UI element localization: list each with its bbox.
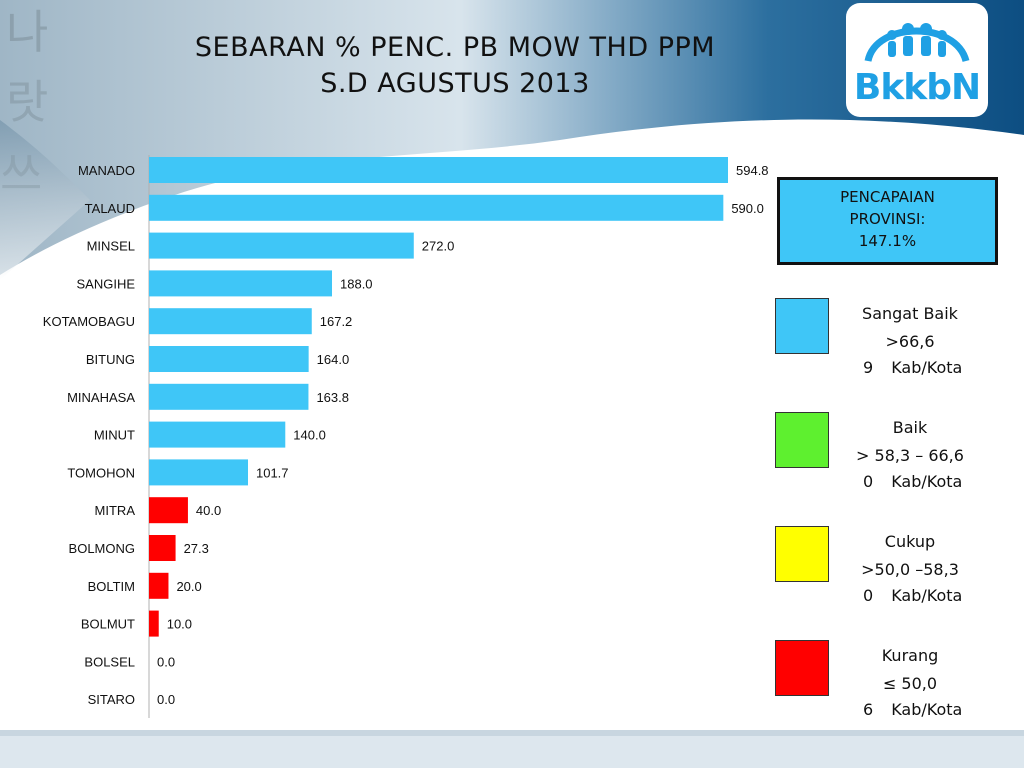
value-label: 101.7 bbox=[256, 465, 289, 480]
legend-item-sangat-baik: Sangat Baik >66,6 9 Kab/Kota bbox=[775, 298, 1015, 388]
legend-unit: Kab/Kota bbox=[891, 586, 963, 605]
bar-minahasa bbox=[149, 383, 309, 410]
achievement-line-1: PENCAPAIAN bbox=[840, 188, 935, 206]
legend-unit: Kab/Kota bbox=[891, 358, 963, 377]
legend-range: ≤ 50,0 bbox=[882, 674, 938, 693]
category-label: MINSEL bbox=[87, 239, 135, 254]
value-label: 20.0 bbox=[176, 579, 201, 594]
category-label: BITUNG bbox=[86, 352, 135, 367]
bar-tomohon bbox=[149, 459, 248, 486]
bar-bolmut bbox=[149, 610, 159, 637]
value-label: 0.0 bbox=[157, 654, 175, 669]
legend-item-cukup: Cukup >50,0 –58,3 0 Kab/Kota bbox=[775, 526, 1015, 616]
category-label: TOMOHON bbox=[67, 465, 135, 480]
value-label: 140.0 bbox=[293, 428, 326, 443]
value-label: 594.8 bbox=[736, 163, 769, 178]
legend-range: >50,0 –58,3 bbox=[861, 560, 959, 579]
bar-minsel bbox=[149, 232, 414, 259]
legend-range: >66,6 bbox=[885, 332, 935, 351]
value-label: 0.0 bbox=[157, 692, 175, 707]
legend-count: 9 bbox=[863, 358, 874, 377]
title-line-2: S.D AGUSTUS 2013 bbox=[320, 68, 590, 99]
legend-range: > 58,3 – 66,6 bbox=[856, 446, 964, 465]
achievement-line-2: PROVINSI: bbox=[849, 210, 926, 228]
category-label: MANADO bbox=[78, 163, 135, 178]
category-label: BOLMUT bbox=[81, 617, 135, 632]
svg-text:랏: 랏 bbox=[6, 75, 48, 129]
category-label: KOTAMOBAGU bbox=[43, 314, 135, 329]
category-label: MINUT bbox=[94, 428, 135, 443]
value-label: 163.8 bbox=[316, 390, 349, 405]
value-label: 164.0 bbox=[317, 352, 350, 367]
bar-bolmong bbox=[149, 535, 176, 561]
legend-item-baik: Baik > 58,3 – 66,6 0 Kab/Kota bbox=[775, 412, 1015, 502]
category-label: BOLSEL bbox=[84, 654, 135, 669]
category-label: BOLMONG bbox=[69, 541, 135, 556]
category-label: MINAHASA bbox=[67, 390, 135, 405]
bar-sangihe bbox=[149, 270, 333, 297]
bar-chart: MANADO 594.8 TALAUD 590.0 MINSEL 272.0 SANGIHE… bbox=[43, 155, 769, 718]
category-label: MITRA bbox=[95, 503, 136, 518]
achievement-value: 147.1% bbox=[858, 232, 917, 250]
legend-count-row: 0 Kab/Kota bbox=[863, 586, 1013, 605]
legend-count-row: 6 Kab/Kota bbox=[863, 700, 1013, 719]
bar-boltim bbox=[149, 572, 169, 599]
value-label: 10.0 bbox=[167, 617, 192, 632]
slide-title: SEBARAN % PENC. PB MOW THD PPM S.D AGUST… bbox=[120, 30, 790, 102]
value-label: 272.0 bbox=[422, 239, 455, 254]
legend-text: Baik > 58,3 – 66,6 bbox=[845, 414, 975, 470]
legend-swatch bbox=[775, 412, 829, 468]
value-label: 167.2 bbox=[320, 314, 353, 329]
family-figures-icon bbox=[864, 23, 970, 63]
legend-count-row: 9 Kab/Kota bbox=[863, 358, 1013, 377]
legend-count: 0 bbox=[863, 586, 874, 605]
value-label: 27.3 bbox=[184, 541, 209, 556]
category-label: TALAUD bbox=[85, 201, 135, 216]
bar-mitra bbox=[149, 497, 188, 524]
achievement-box: PENCAPAIAN PROVINSI: 147.1% bbox=[777, 177, 998, 265]
value-label: 188.0 bbox=[340, 276, 373, 291]
bar-minut bbox=[149, 421, 286, 448]
bkkbn-logo: BkkbN bbox=[846, 3, 988, 117]
legend-text: Sangat Baik >66,6 bbox=[845, 300, 975, 356]
legend-label: Kurang bbox=[881, 646, 939, 665]
category-label: SANGIHE bbox=[76, 276, 135, 291]
bar-bitung bbox=[149, 346, 309, 372]
value-label: 590.0 bbox=[731, 201, 764, 216]
legend-item-kurang: Kurang ≤ 50,0 6 Kab/Kota bbox=[775, 640, 1015, 730]
legend-label: Cukup bbox=[884, 532, 936, 551]
title-line-1: SEBARAN % PENC. PB MOW THD PPM bbox=[194, 32, 716, 63]
legend-count: 0 bbox=[863, 472, 874, 491]
bar-talaud bbox=[149, 194, 724, 221]
legend-swatch bbox=[775, 640, 829, 696]
bar-manado bbox=[149, 157, 728, 183]
value-label: 40.0 bbox=[196, 503, 221, 518]
legend-label: Baik bbox=[892, 418, 928, 437]
category-label: BOLTIM bbox=[88, 579, 135, 594]
logo-text: BkkbN bbox=[853, 67, 981, 108]
svg-text:나: 나 bbox=[6, 5, 48, 59]
category-label: SITARO bbox=[88, 692, 135, 707]
legend-unit: Kab/Kota bbox=[891, 700, 963, 719]
legend-swatch bbox=[775, 526, 829, 582]
legend-label: Sangat Baik bbox=[862, 304, 958, 323]
legend-count-row: 0 Kab/Kota bbox=[863, 472, 1013, 491]
svg-text:쓰: 쓰 bbox=[0, 147, 42, 201]
legend-swatch bbox=[775, 298, 829, 354]
bar-kotamobagu bbox=[149, 308, 312, 335]
legend-text: Kurang ≤ 50,0 bbox=[845, 642, 975, 698]
legend-count: 6 bbox=[863, 700, 874, 719]
legend-unit: Kab/Kota bbox=[891, 472, 963, 491]
legend-text: Cukup >50,0 –58,3 bbox=[845, 528, 975, 584]
